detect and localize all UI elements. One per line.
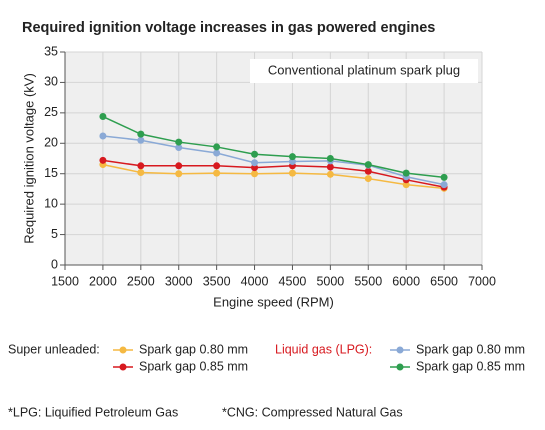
legend-label: Spark gap 0.85 mm bbox=[416, 359, 525, 373]
chart-title: Required ignition voltage increases in g… bbox=[22, 20, 435, 36]
data-point bbox=[175, 144, 183, 152]
y-tick-label: 10 bbox=[44, 196, 58, 210]
y-tick-label: 35 bbox=[44, 44, 58, 58]
legend-group-label: Liquid gas (LPG): bbox=[275, 342, 372, 356]
data-point bbox=[364, 175, 372, 183]
y-tick-label: 15 bbox=[44, 166, 58, 180]
y-tick-label: 0 bbox=[51, 257, 58, 271]
data-point bbox=[175, 162, 183, 170]
series-line bbox=[102, 159, 445, 188]
data-point bbox=[99, 156, 107, 164]
data-point bbox=[99, 113, 107, 121]
data-point bbox=[213, 169, 221, 177]
data-point bbox=[402, 181, 410, 189]
annotation-box bbox=[250, 59, 478, 83]
x-tick-label: 3500 bbox=[203, 274, 231, 288]
footnote: *CNG: Compressed Natural Gas bbox=[222, 405, 403, 419]
data-point bbox=[326, 155, 334, 162]
x-tick-label: 7000 bbox=[468, 274, 496, 288]
data-point bbox=[251, 150, 259, 158]
series-line bbox=[102, 163, 445, 190]
y-tick-label: 25 bbox=[44, 105, 58, 119]
x-tick-label: 3000 bbox=[165, 274, 193, 288]
data-point bbox=[251, 164, 259, 172]
x-axis-label: Engine speed (RPM) bbox=[213, 294, 334, 309]
data-point bbox=[288, 153, 296, 161]
x-tick-label: 2000 bbox=[89, 274, 117, 288]
x-tick-label: 5500 bbox=[354, 274, 382, 288]
x-tick-label: 5000 bbox=[316, 274, 344, 288]
data-point bbox=[213, 162, 221, 170]
legend-group-label: Super unleaded: bbox=[8, 342, 100, 356]
footnote: *LPG: Liquified Petroleum Gas bbox=[8, 405, 178, 419]
data-point bbox=[364, 167, 372, 175]
data-point bbox=[213, 149, 221, 157]
series-line bbox=[102, 115, 445, 179]
legend-label: Spark gap 0.80 mm bbox=[139, 342, 248, 356]
legend-marker bbox=[396, 363, 404, 371]
legend-label: Spark gap 0.85 mm bbox=[139, 359, 248, 373]
data-point bbox=[137, 130, 145, 138]
x-tick-label: 4000 bbox=[241, 274, 269, 288]
data-point bbox=[326, 163, 334, 171]
data-point bbox=[175, 138, 183, 146]
plot-area bbox=[65, 52, 482, 265]
data-point bbox=[326, 170, 334, 178]
data-point bbox=[364, 161, 372, 169]
data-point bbox=[440, 181, 448, 189]
x-tick-label: 1500 bbox=[51, 274, 79, 288]
data-point bbox=[137, 162, 145, 170]
y-tick-label: 30 bbox=[44, 75, 58, 89]
legend-marker bbox=[119, 346, 127, 354]
x-tick-label: 4500 bbox=[279, 274, 307, 288]
series-line bbox=[102, 135, 445, 186]
data-point bbox=[251, 159, 259, 167]
x-tick-label: 2500 bbox=[127, 274, 155, 288]
y-tick-label: 20 bbox=[44, 136, 58, 150]
data-point bbox=[402, 169, 410, 177]
data-point bbox=[99, 132, 107, 140]
data-point bbox=[288, 169, 296, 177]
x-tick-label: 6000 bbox=[392, 274, 420, 288]
data-point bbox=[251, 170, 259, 178]
legend-marker bbox=[119, 363, 127, 371]
y-tick-label: 5 bbox=[51, 227, 58, 241]
data-point bbox=[137, 136, 145, 144]
legend-label: Spark gap 0.80 mm bbox=[416, 342, 525, 356]
data-point bbox=[213, 143, 221, 151]
data-point bbox=[440, 173, 448, 181]
x-tick-label: 6500 bbox=[430, 274, 458, 288]
data-point bbox=[288, 158, 296, 166]
y-axis-label: Required ignition voltage (kV) bbox=[21, 73, 36, 244]
annotation: Conventional platinum spark plug bbox=[268, 62, 460, 77]
data-point bbox=[137, 168, 145, 176]
legend-marker bbox=[396, 346, 404, 354]
data-point bbox=[175, 170, 183, 178]
